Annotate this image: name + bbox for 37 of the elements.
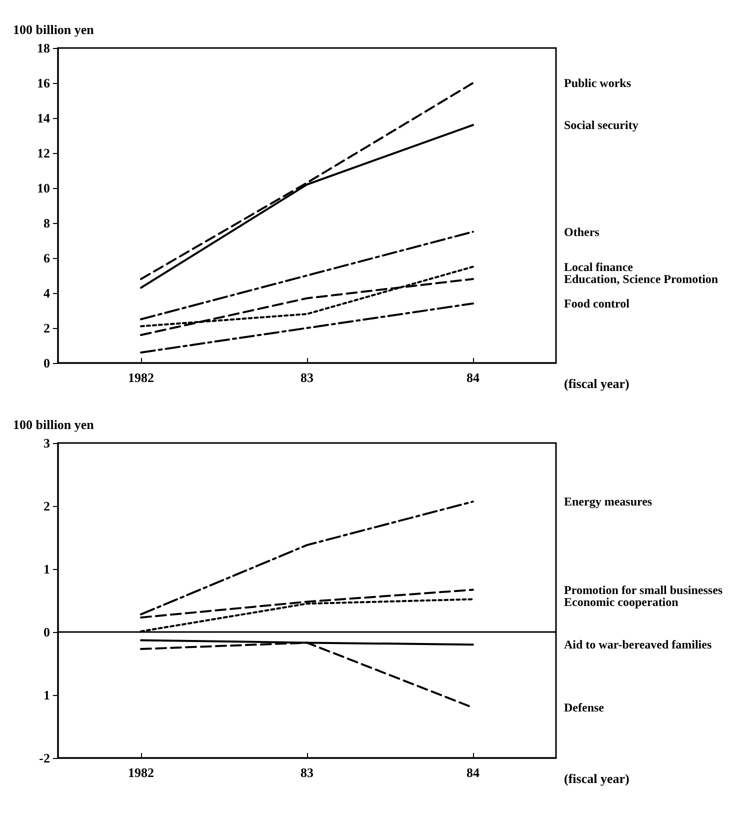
y-tick-label: 2 [44, 320, 50, 336]
y-tick-label: 12 [37, 146, 50, 160]
x-tick-label: 1982 [128, 765, 154, 780]
text: Education, Science Promotion [564, 272, 718, 286]
x-tick-label: 84 [466, 765, 480, 780]
x-tick-label: 83 [300, 765, 314, 780]
text: Public works [564, 76, 632, 90]
y-tick-label: 0 [44, 356, 50, 370]
x-axis-title: (fiscal year) [564, 376, 630, 391]
y-tick-label: 1 [44, 562, 50, 576]
x-tick-label: 83 [300, 370, 314, 385]
text: Aid to war-bereaved families [564, 638, 712, 652]
x-tick-label: 1982 [128, 370, 154, 385]
y-tick-label: 1 [44, 688, 50, 702]
y-tick-label: 14 [37, 110, 50, 126]
y-tick-label: 18 [37, 40, 50, 56]
y-tick-label: 10 [37, 180, 50, 196]
text: Food control [564, 296, 630, 310]
text: Local finance [564, 260, 634, 274]
y-axis-title: 100 billion yen [13, 417, 95, 432]
text: Social security [564, 118, 638, 132]
x-axis-title: (fiscal year) [564, 771, 630, 786]
text: Energy measures [564, 494, 652, 509]
y-tick-label: 16 [37, 76, 50, 90]
y-tick-label: 4 [44, 286, 50, 300]
y-tick-label: 2 [44, 498, 50, 514]
y-tick-label: 8 [44, 216, 50, 230]
y-tick-label: 3 [44, 436, 50, 450]
y-tick-label: 6 [44, 250, 50, 266]
text: Defense [564, 700, 605, 715]
y-tick-label: 0 [44, 624, 50, 640]
text: Economic cooperation [564, 594, 679, 609]
text: Promotion for small businesses [564, 582, 723, 597]
y-axis-title: 100 billion yen [13, 22, 95, 37]
y-tick-label: -2 [39, 750, 50, 766]
x-tick-label: 84 [466, 370, 480, 385]
text: Others [564, 224, 600, 239]
